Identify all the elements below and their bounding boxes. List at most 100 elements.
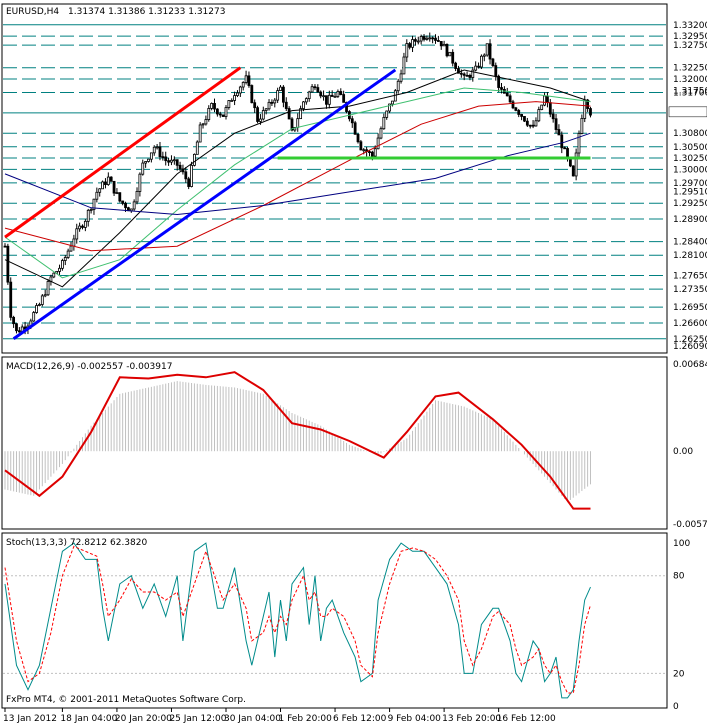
candle-body [434,37,437,41]
candle-body [155,146,159,149]
candle-body [517,110,521,115]
macd-histogram [4,381,591,503]
time-axis-label: 9 Feb 04:00 [388,714,442,724]
candle-body [121,200,125,204]
candle-body [543,95,546,106]
candle-body [66,250,70,258]
candle-body [408,43,412,48]
candle-body [457,68,460,74]
candle-body [106,176,110,185]
candle-body [184,171,188,180]
candle-body [299,108,303,120]
candle-body [198,124,202,143]
candle-body [95,191,99,200]
moving-average-black [4,69,591,288]
candle-body [261,110,265,120]
candle-body [333,95,337,98]
time-axis-label: 6 Feb 12:00 [333,714,387,724]
candle-body [104,181,107,185]
stoch-pane[interactable]: 100 80 20 0 Stoch(13,3,3) 72.8212 62.3820 F… [1,532,690,712]
candle-body [385,110,389,118]
trendline-blue [12,68,397,340]
candle-body [431,37,435,40]
candle-body [339,91,343,95]
candle-body [540,104,544,110]
candle-body [488,43,492,60]
candle-body [491,58,495,66]
moving-average-green [4,87,591,279]
candle-body [32,312,36,322]
candle-body [497,75,501,88]
price-axis-label: 1.32750 [673,41,707,51]
candle-body [193,153,196,166]
moving-averages [4,69,591,288]
candle-body [405,43,409,58]
price-axis-label: 1.29250 [673,199,707,209]
time-axis-label: 25 Jan 12:00 [169,714,226,724]
candle-body [459,72,463,75]
copyright-text: FxPro MT4, © 2001-2011 MetaQuotes Softwa… [6,695,246,705]
candle-body [551,113,555,120]
candle-body [586,99,590,109]
candle-body [256,107,259,122]
candle-body [376,137,380,150]
candle-body [101,181,104,190]
price-axis-label: 1.28100 [673,251,707,261]
price-axis-label: 1.32950 [673,32,707,42]
candle-body [109,176,113,182]
candle-body [281,86,285,103]
candle-body [500,87,503,90]
candle-body [221,114,225,117]
price-axis-label: 1.32250 [673,64,707,74]
candle-body [396,80,400,92]
candle-body [250,85,254,104]
candle-body [310,86,314,93]
candle-body [75,228,79,240]
candle-body [118,192,122,202]
candle-body [589,108,592,116]
candle-body [370,151,374,157]
candle-body [368,151,371,154]
macd-pane[interactable]: 0.00684 0.00 -0.00571 MACD(12,26,9) -0.002… [1,356,707,530]
candle-body [43,294,47,297]
candle-body [89,209,93,211]
candle-body [322,95,325,98]
candle-body [190,164,193,187]
candle-body [224,107,228,117]
candle-body [264,108,268,111]
candle-body [233,95,237,101]
candle-body [172,159,176,162]
candle-body [178,164,182,170]
candle-body [63,257,67,261]
candle-body [170,159,173,163]
price-pane-frame [1,3,668,354]
candle-body [287,108,291,120]
candle-body [574,152,578,177]
candle-body [6,245,10,283]
candle-body [46,281,50,296]
candle-body [557,129,561,136]
candle-body [124,202,127,209]
time-axis-label: 1 Feb 20:00 [279,714,333,724]
candle-body [302,101,305,109]
stoch-title: Stoch(13,3,3) 72.8212 62.3820 [6,538,147,548]
candle-body [494,65,498,77]
candle-body [454,62,457,69]
candle-body [141,162,145,175]
candle-body [290,118,294,131]
price-pane[interactable]: 1.332001.329501.327501.322501.320001.317… [1,3,707,354]
price-axis-label: 1.29510 [673,187,707,197]
candle-body [267,101,271,110]
price-axis-label: 1.30250 [673,154,707,164]
candle-body [353,122,357,135]
price-axis-label: 1.27650 [673,272,707,282]
candle-body [356,133,360,143]
candle-body [78,225,82,230]
stoch-lines [4,542,591,699]
stoch-axis-label: 80 [673,572,685,582]
candle-body [342,94,346,103]
candle-body [227,100,231,108]
candle-body [523,116,526,122]
candle-body [83,220,87,228]
